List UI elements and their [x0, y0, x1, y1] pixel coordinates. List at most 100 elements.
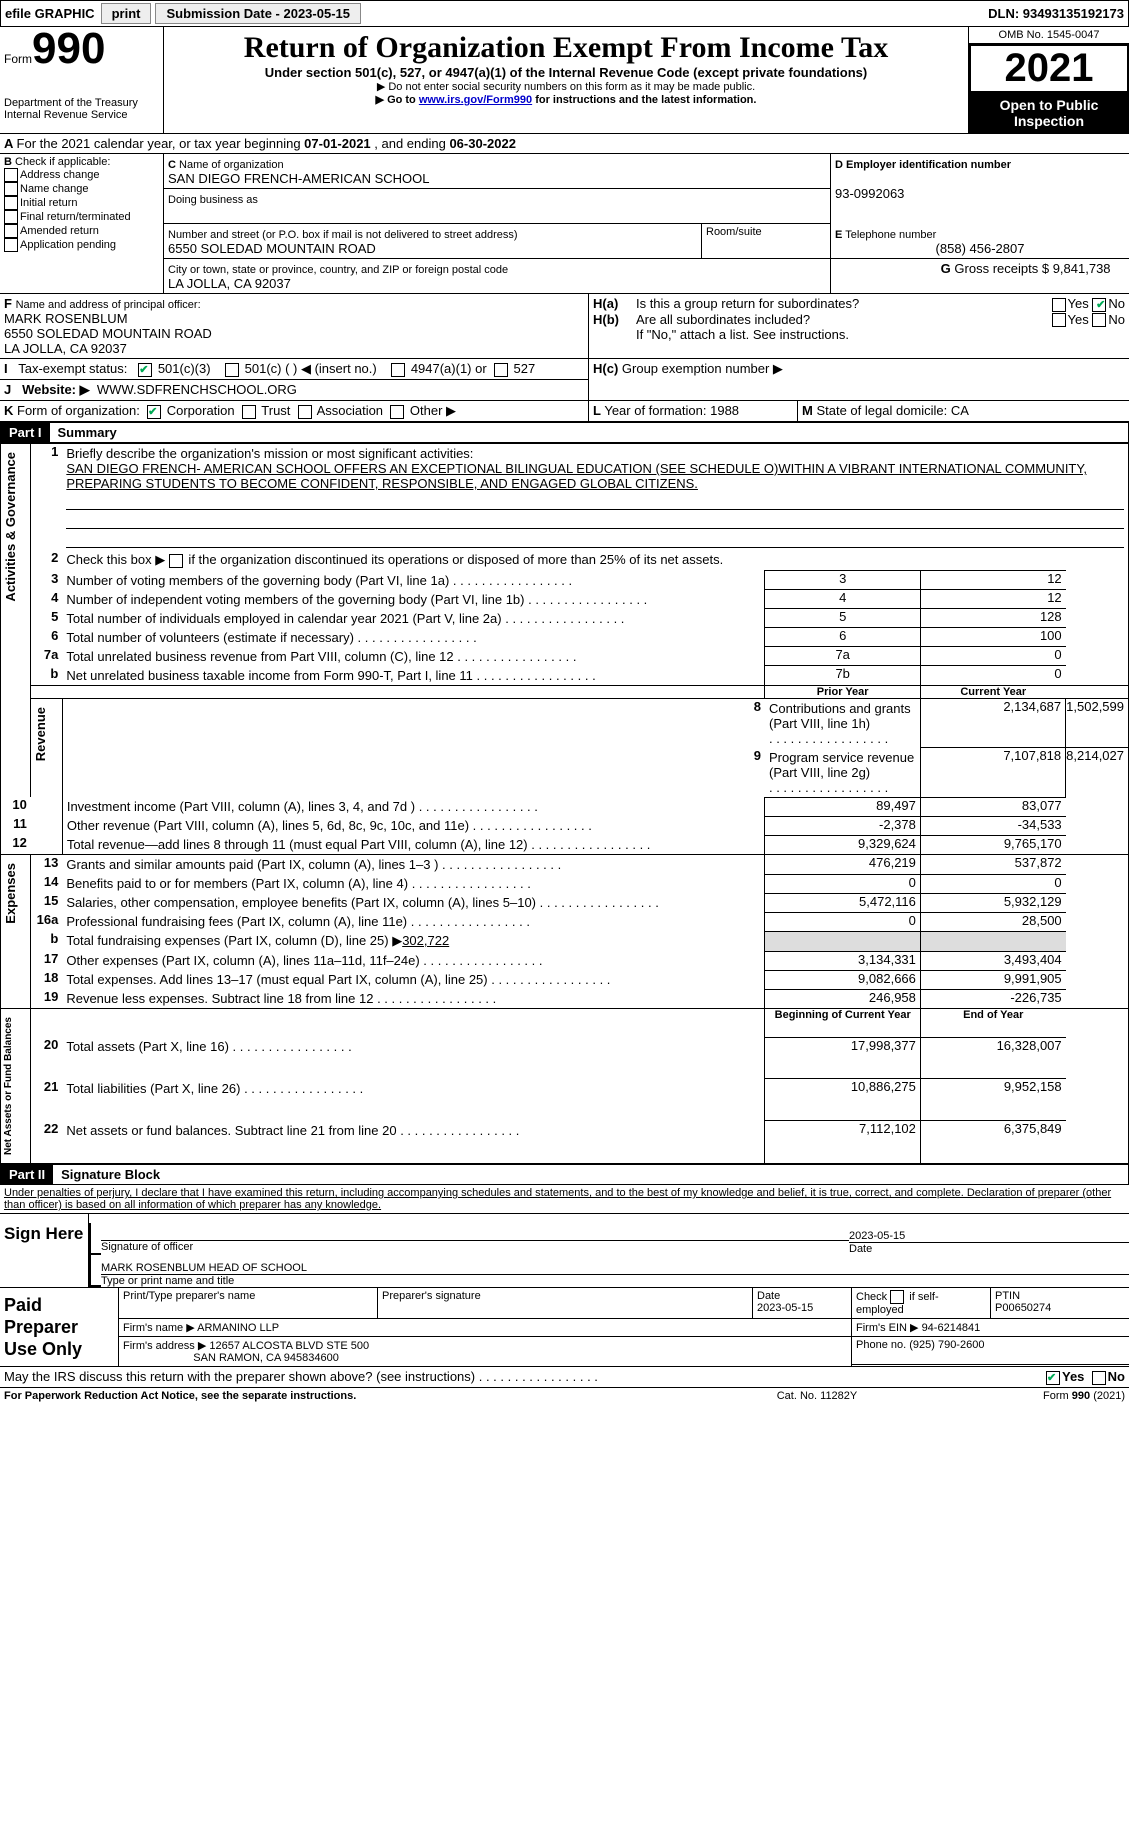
4947-check[interactable] — [391, 363, 405, 377]
ha-no[interactable] — [1092, 298, 1106, 312]
l2-check[interactable] — [169, 554, 183, 568]
sig-declaration: Under penalties of perjury, I declare th… — [0, 1185, 1129, 1214]
boxB-item[interactable]: Initial return — [4, 196, 159, 210]
other-check[interactable] — [390, 405, 404, 419]
527-check[interactable] — [494, 363, 508, 377]
501c-check[interactable] — [225, 363, 239, 377]
hc-label: Group exemption number ▶ — [622, 361, 783, 376]
part1-label: Part I — [1, 423, 50, 442]
501c3-check[interactable] — [138, 363, 152, 377]
sidebar-netassets: Net Assets or Fund Balances — [1, 1009, 16, 1163]
ha-yes[interactable] — [1052, 298, 1066, 312]
dln-label: DLN: 93493135192173 — [988, 6, 1124, 21]
col-prior: Prior Year — [765, 685, 920, 698]
h-note: If "No," attach a list. See instructions… — [636, 327, 1125, 342]
sig-date: 2023-05-15 — [849, 1230, 1129, 1242]
summary-line: bNet unrelated business taxable income f… — [1, 666, 1129, 686]
summary-line: 5Total number of individuals employed in… — [1, 609, 1129, 628]
note-goto-post: for instructions and the latest informat… — [532, 94, 756, 106]
prep-sig-label: Preparer's signature — [382, 1290, 481, 1302]
irs-link[interactable]: www.irs.gov/Form990 — [419, 94, 532, 106]
boxB-item[interactable]: Application pending — [4, 238, 159, 252]
summary-line: 6Total number of volunteers (estimate if… — [1, 628, 1129, 647]
discuss-yes[interactable] — [1046, 1371, 1060, 1385]
period-row: A For the 2021 calendar year, or tax yea… — [0, 134, 1129, 154]
sig-date-label: Date — [849, 1242, 1129, 1255]
sign-here-label: Sign Here — [0, 1214, 89, 1288]
period-mid: , and ending — [371, 136, 450, 151]
boxF-label: Name and address of principal officer: — [16, 299, 201, 311]
hb-yes[interactable] — [1052, 313, 1066, 327]
officer-block: F Name and address of principal officer:… — [0, 293, 1129, 358]
efile-label: efile GRAPHIC — [5, 6, 95, 21]
dept-label: Department of the Treasury Internal Reve… — [4, 97, 159, 121]
boxB-item[interactable]: Name change — [4, 182, 159, 196]
top-bar: efile GRAPHIC print Submission Date - 20… — [0, 0, 1129, 27]
firm-name-label: Firm's name ▶ — [123, 1322, 195, 1334]
part2-title: Signature Block — [53, 1167, 160, 1182]
paid-prep-label: Paid Preparer Use Only — [0, 1288, 119, 1367]
submission-button[interactable]: Submission Date - 2023-05-15 — [155, 3, 361, 24]
phone-value: (858) 456-2807 — [835, 241, 1125, 256]
boxE-label: E Telephone number — [835, 229, 936, 241]
officer-addr1: 6550 SOLEDAD MOUNTAIN ROAD — [4, 326, 212, 341]
info-block: B Check if applicable: Address change Na… — [0, 154, 1129, 293]
boxL-label: Year of formation: — [604, 403, 706, 418]
boxC-street-label: Number and street (or P.O. box if mail i… — [168, 229, 518, 241]
firm-ein-label: Firm's EIN ▶ — [856, 1322, 919, 1334]
boxB-item[interactable]: Final return/terminated — [4, 210, 159, 224]
ein-value: 93-0992063 — [835, 186, 904, 201]
part1-header: Part I Summary — [0, 422, 1129, 443]
officer-name: MARK ROSENBLUM — [4, 311, 128, 326]
l2-text: Check this box ▶ if the organization dis… — [62, 550, 1128, 571]
boxB-item[interactable]: Address change — [4, 168, 159, 182]
sidebar-activities: Activities & Governance — [1, 444, 20, 610]
boxG-label: Gross receipts $ — [954, 261, 1049, 276]
tax-year: 2021 — [969, 44, 1129, 93]
sidebar-expenses: Expenses — [1, 855, 20, 932]
period-begin: 07-01-2021 — [304, 136, 371, 151]
self-employed: Check if self-employed — [852, 1288, 991, 1319]
assoc-check[interactable] — [298, 405, 312, 419]
period-pre: For the 2021 calendar year, or tax year … — [17, 136, 305, 151]
discuss-row: May the IRS discuss this return with the… — [0, 1367, 1129, 1388]
website-value: WWW.SDFRENCHSCHOOL.ORG — [97, 382, 297, 397]
org-name: SAN DIEGO FRENCH-AMERICAN SCHOOL — [168, 171, 429, 186]
form-title: Return of Organization Exempt From Incom… — [174, 31, 958, 65]
summary-line: 4Number of independent voting members of… — [1, 590, 1129, 609]
prep-date-label: Date — [757, 1290, 780, 1302]
boxM-label: State of legal domicile: — [816, 403, 947, 418]
note-goto-pre: ▶ Go to — [376, 94, 419, 106]
ha-label: Is this a group return for subordinates? — [636, 296, 1005, 312]
note-goto: ▶ Go to www.irs.gov/Form990 for instruct… — [174, 93, 958, 106]
firm-name: ARMANINO LLP — [197, 1322, 279, 1334]
boxI-label: Tax-exempt status: — [18, 361, 127, 376]
col-begin: Beginning of Current Year — [765, 1009, 920, 1038]
city-value: LA JOLLA, CA 92037 — [168, 276, 291, 291]
prep-phone: (925) 790-2600 — [909, 1339, 984, 1351]
boxC-name-label: C Name of organization — [168, 159, 284, 171]
prep-name-label: Print/Type preparer's name — [123, 1290, 255, 1302]
boxK-label: Form of organization: — [17, 403, 140, 418]
boxC-dba-label: Doing business as — [168, 194, 258, 206]
self-check[interactable] — [890, 1290, 904, 1304]
street-value: 6550 SOLEDAD MOUNTAIN ROAD — [168, 241, 376, 256]
footer-right: Form 990 (2021) — [921, 1388, 1129, 1404]
trust-check[interactable] — [242, 405, 256, 419]
part1-title: Summary — [50, 425, 117, 440]
print-button[interactable]: print — [101, 3, 152, 24]
year-formation: 1988 — [710, 403, 739, 418]
l16b-val: 302,722 — [402, 933, 449, 948]
hb-label: Are all subordinates included? — [636, 312, 1005, 328]
sidebar-revenue: Revenue — [31, 699, 50, 769]
inspection-label: Open to Public Inspection — [969, 93, 1129, 133]
gross-receipts: 9,841,738 — [1053, 261, 1111, 276]
discuss-no[interactable] — [1092, 1371, 1106, 1385]
boxB-item[interactable]: Amended return — [4, 224, 159, 238]
corp-check[interactable] — [147, 405, 161, 419]
hb-no[interactable] — [1092, 313, 1106, 327]
phone-label: Phone no. — [856, 1339, 906, 1351]
firm-addr-label: Firm's address ▶ — [123, 1340, 206, 1352]
firm-addr2: SAN RAMON, CA 945834600 — [193, 1352, 339, 1364]
l1-label: Briefly describe the organization's miss… — [66, 446, 473, 461]
